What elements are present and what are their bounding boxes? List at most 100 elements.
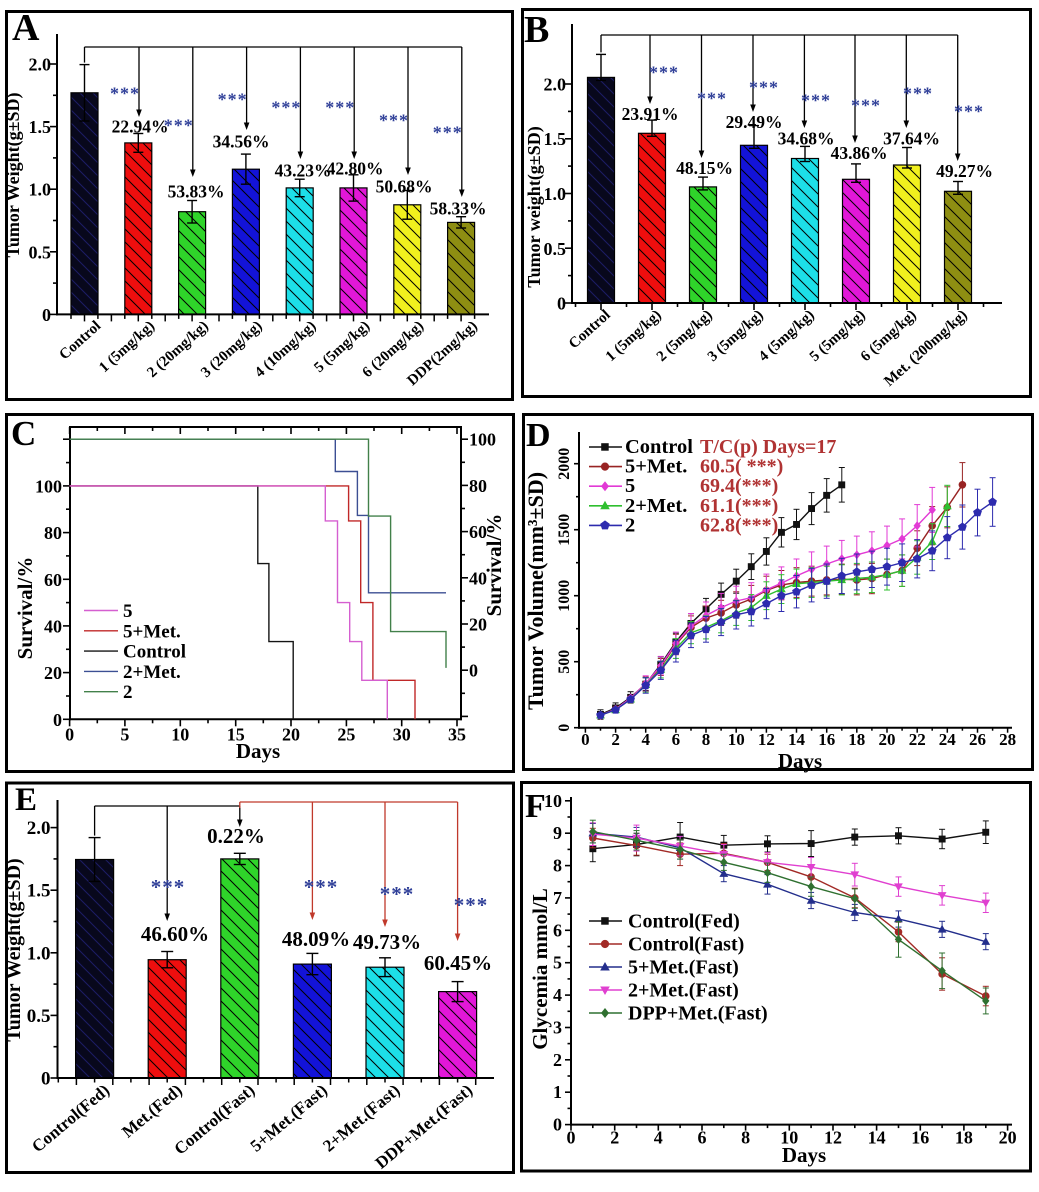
svg-text:8: 8	[553, 856, 562, 876]
svg-text:E: E	[15, 782, 37, 818]
svg-text:20: 20	[999, 1128, 1017, 1148]
svg-text:Days: Days	[778, 749, 822, 773]
svg-text:8: 8	[702, 730, 711, 749]
svg-text:Tumor Weight(g±SD): Tumor Weight(g±SD)	[3, 92, 24, 257]
svg-text:16: 16	[818, 730, 835, 749]
svg-text:49.27%: 49.27%	[936, 161, 993, 181]
svg-text:2.0: 2.0	[29, 55, 52, 75]
svg-text:23.91%: 23.91%	[622, 104, 679, 124]
svg-text:6: 6	[553, 920, 562, 940]
svg-text:1.5: 1.5	[29, 117, 52, 137]
svg-text:20: 20	[879, 730, 896, 749]
svg-text:69.4(***): 69.4(***)	[700, 475, 778, 497]
svg-text:0: 0	[556, 724, 573, 732]
svg-text:26: 26	[969, 730, 986, 749]
svg-text:0: 0	[42, 305, 51, 325]
svg-text:T/C(p) Days=17: T/C(p) Days=17	[700, 436, 836, 458]
svg-text:Days: Days	[236, 739, 280, 763]
svg-text:35: 35	[448, 724, 466, 744]
svg-text:D: D	[526, 417, 551, 454]
svg-text:5+Met.(Fast): 5+Met.(Fast)	[628, 957, 739, 979]
svg-text:20: 20	[469, 615, 487, 635]
svg-text:***: ***	[151, 875, 186, 899]
svg-text:1.0: 1.0	[27, 943, 51, 964]
svg-text:34.56%: 34.56%	[213, 132, 270, 152]
svg-text:46.60%: 46.60%	[141, 922, 209, 946]
svg-text:F: F	[525, 788, 546, 825]
svg-text:2.0: 2.0	[544, 75, 567, 95]
svg-text:24: 24	[939, 730, 957, 749]
svg-text:DPP+Met.(Fast): DPP+Met.(Fast)	[628, 1003, 768, 1025]
svg-text:100: 100	[469, 430, 496, 450]
svg-text:14: 14	[868, 1128, 886, 1148]
svg-text:6: 6	[672, 730, 681, 749]
svg-text:15: 15	[227, 724, 245, 744]
svg-text:Control(Fast): Control(Fast)	[628, 934, 744, 956]
svg-text:***: ***	[697, 88, 727, 108]
svg-text:10: 10	[544, 791, 562, 811]
svg-text:60: 60	[469, 522, 487, 542]
svg-text:***: ***	[304, 875, 339, 899]
svg-text:43.23%: 43.23%	[275, 161, 332, 181]
svg-text:2+Met.(Fast): 2+Met.(Fast)	[628, 980, 739, 1002]
svg-text:60: 60	[44, 570, 62, 590]
svg-text:8: 8	[741, 1128, 750, 1148]
svg-text:1.5: 1.5	[544, 129, 567, 149]
svg-text:***: ***	[801, 90, 831, 110]
svg-text:1500: 1500	[556, 514, 573, 546]
svg-text:***: ***	[851, 95, 881, 115]
svg-text:C: C	[11, 414, 36, 453]
svg-text:***: ***	[454, 893, 489, 917]
svg-text:60.45%: 60.45%	[424, 951, 492, 975]
svg-text:0: 0	[469, 661, 478, 681]
svg-text:0: 0	[53, 710, 62, 730]
svg-text:Control: Control	[123, 642, 186, 663]
svg-text:48.15%: 48.15%	[676, 158, 733, 178]
svg-text:2: 2	[625, 514, 635, 536]
svg-text:***: ***	[954, 101, 984, 121]
svg-text:***: ***	[433, 122, 463, 142]
svg-text:A: A	[12, 7, 40, 49]
svg-text:4: 4	[654, 1128, 663, 1148]
svg-text:1.5: 1.5	[27, 881, 51, 902]
svg-text:4: 4	[641, 730, 650, 749]
svg-text:Survival/%: Survival/%	[13, 557, 37, 660]
svg-text:80: 80	[469, 476, 487, 496]
svg-text:0: 0	[581, 730, 590, 749]
svg-text:61.1(***): 61.1(***)	[700, 495, 778, 517]
svg-text:***: ***	[271, 97, 301, 117]
svg-text:5: 5	[553, 953, 562, 973]
svg-text:Control: Control	[625, 436, 693, 458]
svg-text:18: 18	[955, 1128, 973, 1148]
svg-text:0.5: 0.5	[29, 242, 52, 262]
svg-text:62.8(***): 62.8(***)	[700, 514, 778, 536]
svg-text:***: ***	[380, 882, 415, 906]
svg-text:0: 0	[553, 1115, 562, 1135]
svg-text:***: ***	[903, 83, 933, 103]
svg-text:49.73%: 49.73%	[353, 930, 421, 954]
svg-text:0.22%: 0.22%	[207, 824, 265, 848]
svg-text:***: ***	[164, 115, 194, 135]
svg-text:0: 0	[41, 1069, 51, 1090]
svg-text:60.5( ***): 60.5( ***)	[700, 456, 783, 478]
svg-text:Days: Days	[782, 1143, 826, 1167]
svg-text:6: 6	[698, 1128, 707, 1148]
svg-text:40: 40	[469, 568, 487, 588]
svg-text:2: 2	[611, 730, 620, 749]
svg-text:10: 10	[171, 724, 189, 744]
svg-text:5+Met.: 5+Met.	[625, 456, 687, 478]
svg-text:2.0: 2.0	[27, 818, 51, 839]
svg-text:4: 4	[553, 985, 562, 1005]
svg-text:***: ***	[218, 89, 248, 109]
svg-text:500: 500	[556, 650, 573, 674]
svg-text:22.94%: 22.94%	[112, 117, 169, 137]
svg-text:2: 2	[610, 1128, 619, 1148]
svg-text:1: 1	[553, 1082, 562, 1102]
svg-text:20: 20	[282, 724, 300, 744]
svg-text:Survival/%: Survival/%	[482, 514, 506, 617]
svg-text:25: 25	[337, 724, 355, 744]
svg-text:Tumor weight(g±SD): Tumor weight(g±SD)	[524, 126, 545, 287]
svg-text:0.5: 0.5	[544, 239, 567, 259]
svg-text:***: ***	[749, 77, 779, 97]
svg-text:22: 22	[909, 730, 926, 749]
